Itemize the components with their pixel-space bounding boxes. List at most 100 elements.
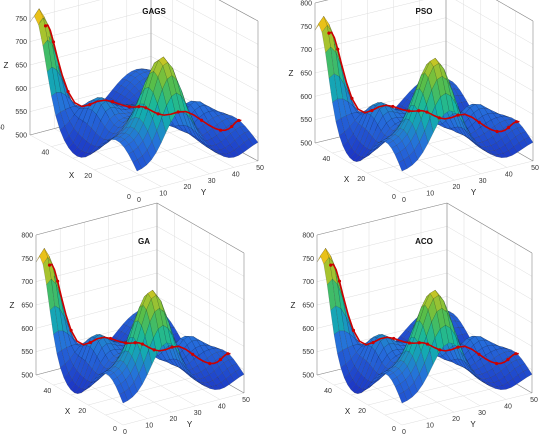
x-tick-label: 40 [323,156,331,163]
axis-box-edge [495,0,534,22]
chart-title: ACO [415,237,433,246]
y-axis-label: Y [471,188,477,197]
surface-patch [523,368,533,378]
y-tick-label: 0 [123,429,127,435]
grid-line [122,392,245,426]
y-tick-label: 30 [479,178,487,185]
path-point [218,128,223,132]
x-tick-label: 40 [324,388,332,395]
path-point [156,112,160,116]
path-point [391,104,395,109]
path-point [506,126,511,130]
grid-line [35,249,245,300]
path-point [191,352,195,356]
z-axis-label: Z [291,301,296,310]
grid-line [29,0,259,45]
path-point [336,47,340,51]
y-tick-label: 30 [194,410,202,417]
path-point [237,118,241,123]
grid-line [29,134,138,194]
y-tick-label: 0 [137,197,141,204]
surface-mesh [29,8,259,172]
z-tick-label: 650 [21,303,33,310]
y-tick-label: 0 [402,197,406,204]
chart-title: GAGS [142,7,166,16]
x-tick-label: 20 [78,408,86,415]
y-tick-label: 10 [426,423,434,430]
y-tick-label: 20 [453,184,461,191]
surface-mesh [314,16,534,172]
grid-line [314,17,534,68]
z-tick-label: 700 [21,279,33,286]
path-point [133,341,137,345]
grid-line [367,372,499,406]
path-point [226,352,230,356]
path-point [170,345,174,349]
extra-tick-label: 0 [392,426,396,433]
path-point [425,110,429,114]
path-point [477,120,481,124]
path-point [230,124,234,129]
axis-box-edge [316,202,448,236]
surface-patch [248,136,259,146]
x-tick-label: 40 [42,150,50,157]
path-point [495,129,499,134]
axis-box-edge [35,202,158,236]
extra-tick-label: 0 [392,194,396,201]
path-point [137,105,141,109]
grid-line [88,372,210,406]
path-point [407,341,412,345]
z-axis-label: Z [289,69,294,78]
z-tick-label: 550 [300,117,312,124]
surface-plot-ga: 5005506006507007508002040010203040500ZXY… [10,202,250,435]
grid-line [314,0,534,45]
path-point [124,341,128,345]
y-tick-label: 40 [505,171,513,178]
extra-tick-label: 0 [127,194,131,201]
z-tick-label: 700 [302,279,314,286]
x-tick-label: 20 [358,408,366,415]
z-tick-label: 500 [302,373,314,380]
path-point [514,120,519,124]
surface-plot-aco: 5005506006507007508002040010203040500ZXY… [291,202,538,435]
grid-line [105,382,227,416]
chart-title: GA [138,237,150,246]
grid-line [136,160,259,194]
z-tick-label: 550 [21,349,33,356]
y-tick-label: 10 [159,191,167,198]
x-axis-label: X [345,407,351,416]
z-tick-label: 750 [21,256,33,263]
extra-tick-label: 60 [0,124,5,131]
z-tick-label: 500 [15,133,27,140]
grid-line [384,150,516,184]
y-tick-label: 20 [184,184,192,191]
z-tick-label: 600 [302,326,314,333]
path-point [327,31,331,35]
x-axis-label: X [344,175,350,184]
grid-line [35,226,245,277]
path-point [350,96,354,100]
path-point [88,340,92,345]
path-point [477,352,481,356]
z-tick-label: 700 [300,47,312,54]
grid-line [384,382,516,416]
z-tick-label: 600 [21,326,33,333]
z-tick-label: 800 [300,1,312,8]
grid-line [316,374,403,426]
path-point [108,336,113,341]
path-point [407,109,411,113]
x-tick-label: 40 [44,388,52,395]
y-tick-label: 40 [218,403,226,410]
path-point [370,108,374,113]
y-tick-label: 50 [256,165,264,172]
surface-mesh [316,248,533,404]
y-axis-label: Y [187,420,193,429]
path-point [456,345,460,349]
z-tick-label: 700 [15,39,27,46]
path-point [425,342,430,346]
path-point [371,340,375,345]
path-point [56,279,60,283]
z-tick-label: 750 [300,24,312,31]
path-point [494,361,499,366]
x-axis-label: X [65,407,71,416]
